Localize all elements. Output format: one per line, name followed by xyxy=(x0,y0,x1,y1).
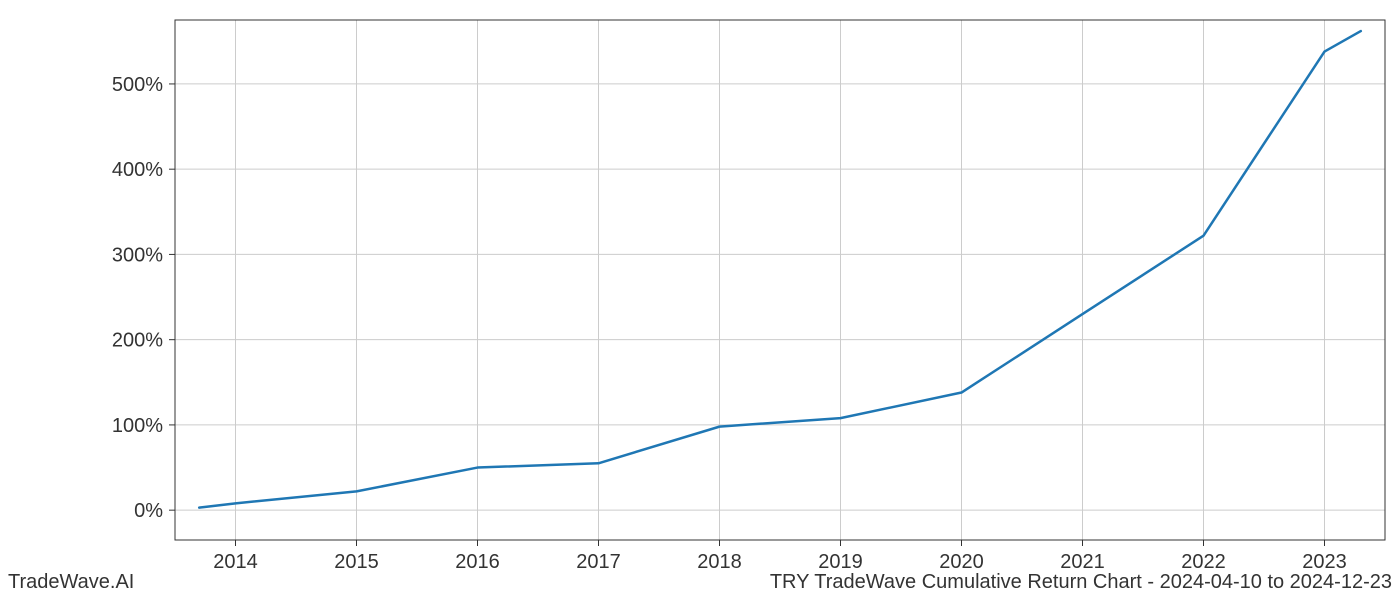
x-tick-label: 2016 xyxy=(455,551,500,573)
footer-branding: TradeWave.AI xyxy=(8,571,134,594)
x-tick-label: 2015 xyxy=(334,551,379,573)
chart-container: 2014 2015 2016 2017 2018 2019 2020 2021 2022 2023… xyxy=(0,0,1400,600)
footer-chart-title: TRY TradeWave Cumulative Return Chart - … xyxy=(770,571,1392,594)
x-tick-label: 2014 xyxy=(213,551,258,573)
y-tick-label: 100% xyxy=(112,415,163,437)
y-tick-label: 300% xyxy=(112,244,163,266)
cumulative-return-chart: 2014 2015 2016 2017 2018 2019 2020 2021 2022 2023… xyxy=(0,0,1400,600)
y-tick-label: 500% xyxy=(112,74,163,96)
x-tick-label: 2021 xyxy=(1060,551,1105,573)
y-tick-label: 0% xyxy=(134,500,163,522)
x-tick-label: 2018 xyxy=(697,551,742,573)
x-tick-label: 2020 xyxy=(939,551,984,573)
x-tick-label: 2017 xyxy=(576,551,621,573)
y-tick-label: 200% xyxy=(112,330,163,352)
y-tick-label: 400% xyxy=(112,159,163,181)
x-tick-label: 2019 xyxy=(818,551,863,573)
x-tick-label: 2022 xyxy=(1181,551,1226,573)
x-tick-label: 2023 xyxy=(1302,551,1347,573)
